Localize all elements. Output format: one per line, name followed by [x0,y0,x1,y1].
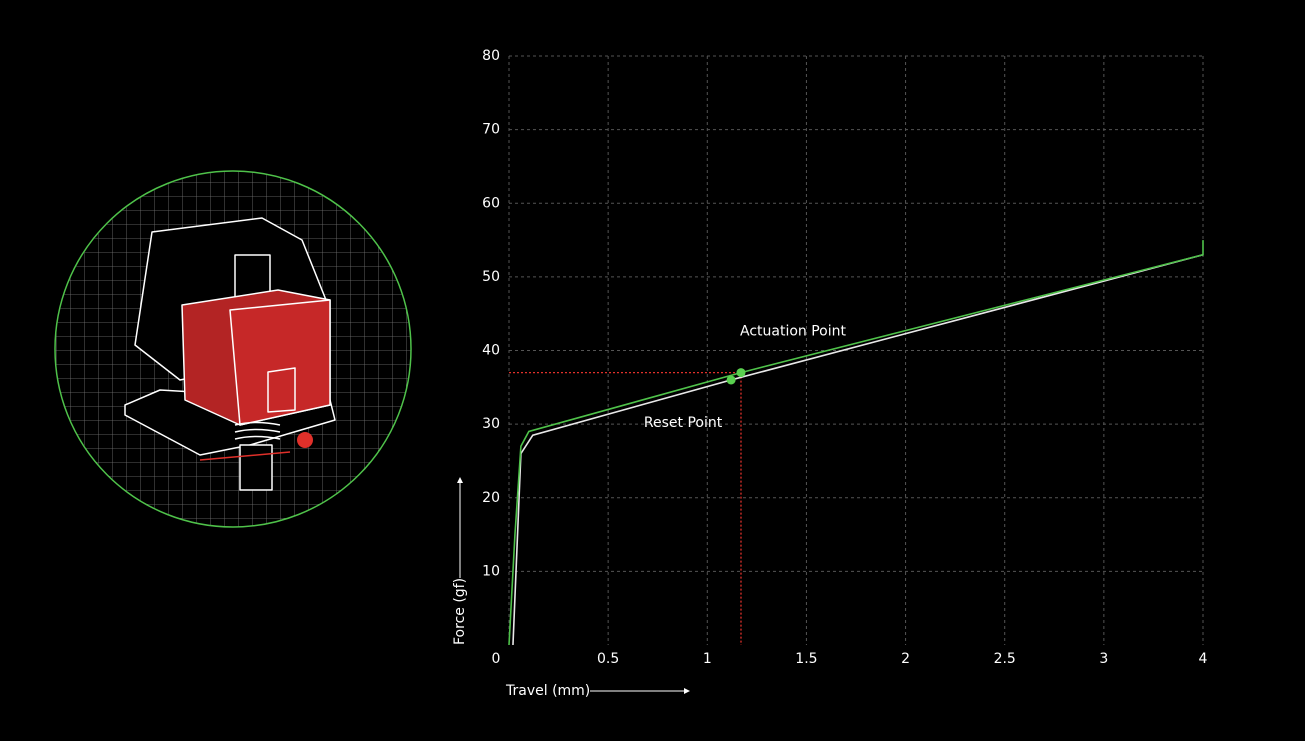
y-tick-label: 60 [482,195,500,211]
y-tick-label: 50 [482,269,500,285]
force-curve [508,240,1204,646]
x-tick-label: 0.5 [597,651,619,667]
y-axis-label: Force (gf) [452,578,468,645]
x-tick-label: 2 [901,651,910,667]
point-label: Actuation Point [740,324,847,340]
x-tick-label: 2.5 [994,651,1016,667]
y-tick-label: 40 [482,343,500,359]
y-arrow-head [457,477,463,483]
point-marker [736,368,746,378]
y-tick-label: 70 [482,122,500,138]
guide-line [509,371,742,645]
x-axis-label: Travel (mm) [505,683,590,699]
x-tick-label: 3 [1099,651,1108,667]
x-tick-label: 1.5 [795,651,817,667]
y-tick-label: 80 [482,48,500,64]
y-tick-label: 20 [482,490,500,506]
x-tick-label: 4 [1199,651,1208,667]
point-marker [726,375,736,385]
x-tick-label: 1 [703,651,712,667]
x-tick-label: 0 [492,651,501,667]
x-arrow-head [684,688,690,694]
switch-illustration [54,170,412,528]
point-label: Reset Point [644,415,723,431]
y-tick-label: 10 [482,563,500,579]
force-curve [512,254,1204,646]
y-tick-label: 30 [482,416,500,432]
